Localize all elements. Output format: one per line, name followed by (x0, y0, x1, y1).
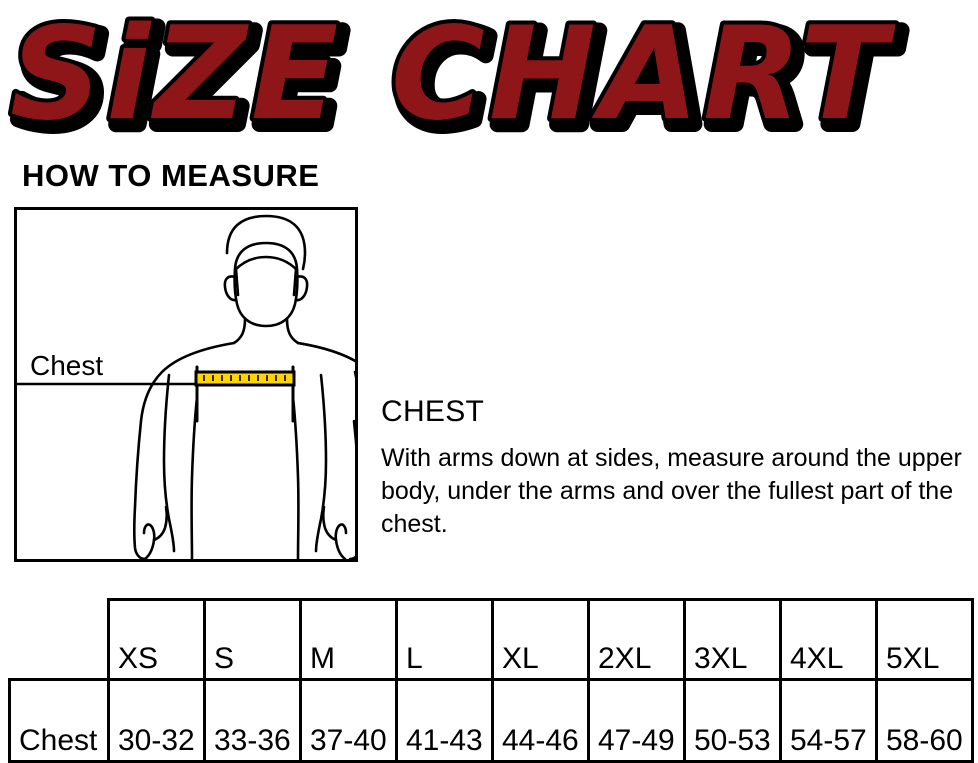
table-cell-chest-5xl: 58-60 (875, 678, 974, 763)
tape-body (194, 370, 296, 387)
table-header-4xl: 4XL (779, 598, 878, 681)
table-cell-chest-3xl: 50-53 (683, 678, 782, 763)
title-fill-layer: SiZE CHART (10, 0, 896, 149)
table-header-xl: XL (491, 598, 590, 681)
table-row: Chest 30-32 33-36 37-40 41-43 44-46 47-4… (8, 678, 974, 763)
page-title: .ttl-shadow { font-family: "DejaVu Sans"… (0, 0, 978, 150)
male-body-outline-right (296, 341, 358, 561)
table-header-row: XS S M L XL 2XL 3XL 4XL 5XL (10, 598, 974, 681)
table-header-l: L (395, 598, 494, 681)
table-cell-chest-xs: 30-32 (107, 678, 206, 763)
size-chart-table: XS S M L XL 2XL 3XL 4XL 5XL Chest 30-32 … (8, 598, 974, 763)
table-cell-chest-m: 37-40 (299, 678, 398, 763)
how-to-measure-heading: HOW TO MEASURE (22, 158, 320, 193)
title-shadow-layer: SiZE CHART (16, 6, 902, 150)
table-cell-chest-l: 41-43 (395, 678, 494, 763)
size-chart-title-art: .ttl-shadow { font-family: "DejaVu Sans"… (6, 0, 906, 150)
table-header-5xl: 5XL (875, 598, 974, 681)
tape-ticks (203, 375, 286, 381)
table-row-label-chest: Chest (8, 678, 110, 763)
table-header-3xl: 3XL (683, 598, 782, 681)
table-cell-chest-s: 33-36 (203, 678, 302, 763)
chest-description-block: CHEST With arms down at sides, measure a… (381, 396, 971, 541)
how-to-measure-figure: Chest (14, 207, 358, 562)
chest-description-heading: CHEST (381, 395, 485, 428)
size-chart-table-body: XS S M L XL 2XL 3XL 4XL 5XL Chest 30-32 … (8, 598, 974, 763)
table-header-m: M (299, 598, 398, 681)
table-header-xs: XS (107, 598, 206, 681)
chest-description-text: With arms down at sides, measure around … (381, 443, 962, 538)
table-cell-chest-2xl: 47-49 (587, 678, 686, 763)
table-header-2xl: 2XL (587, 598, 686, 681)
measuring-tape (194, 370, 296, 387)
body-diagram (14, 207, 358, 562)
table-corner-cell (10, 600, 109, 680)
chest-callout-label: Chest (30, 350, 104, 381)
table-cell-chest-4xl: 54-57 (779, 678, 878, 763)
table-cell-chest-xl: 44-46 (491, 678, 590, 763)
table-header-s: S (203, 598, 302, 681)
